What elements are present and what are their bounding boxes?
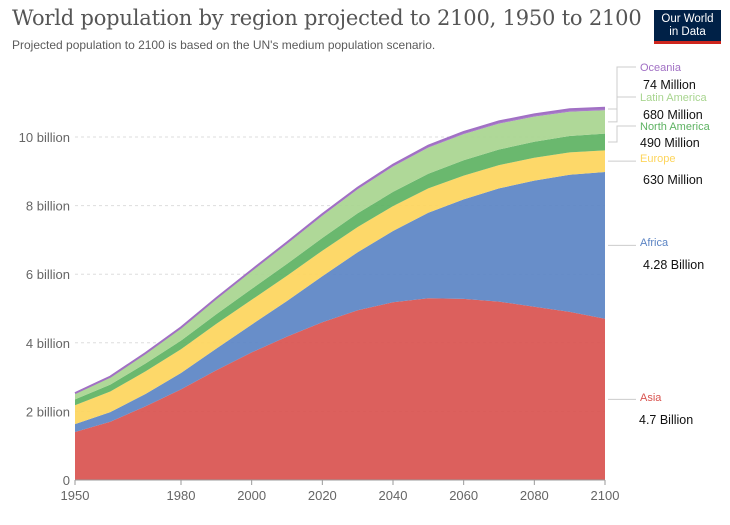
label-connector-oceania: [608, 66, 636, 110]
series-label-north-america: North America: [640, 121, 711, 133]
series-value-latin-america: 680 Million: [643, 108, 703, 122]
y-tick-label: 2 billion: [26, 404, 70, 419]
logo-line-1: Our World: [661, 13, 714, 25]
logo-accent-bar: [654, 41, 721, 44]
series-value-europe: 630 Million: [643, 173, 703, 187]
x-tick-label: 1950: [61, 488, 90, 503]
series-value-oceania: 74 Million: [643, 78, 696, 92]
chart-title: World population by region projected to …: [12, 6, 642, 30]
y-tick-label: 0: [63, 473, 70, 488]
series-label-asia: Asia: [640, 392, 662, 404]
label-connector-north-america: [608, 125, 636, 143]
x-tick-label: 2020: [308, 488, 337, 503]
area-asia: [75, 298, 605, 480]
line-oceania-top: [74, 106, 606, 395]
area-latin-america: [75, 110, 605, 400]
area-africa: [75, 172, 605, 432]
y-tick-label: 4 billion: [26, 336, 70, 351]
area-europe: [75, 150, 605, 425]
y-tick-label: 8 billion: [26, 199, 70, 214]
logo-line-2: in Data: [669, 26, 706, 38]
y-tick-label: 6 billion: [26, 267, 70, 282]
x-tick-label: 2080: [520, 488, 549, 503]
x-tick-label: 2040: [379, 488, 408, 503]
x-tick-label: 2100: [591, 488, 620, 503]
x-tick-label: 2000: [237, 488, 266, 503]
area-north-america: [75, 133, 605, 406]
series-label-latin-america: Latin America: [640, 92, 708, 104]
series-label-oceania: Oceania: [640, 62, 682, 74]
series-label-africa: Africa: [640, 237, 669, 249]
x-tick-label: 2060: [449, 488, 478, 503]
chart-subtitle: Projected population to 2100 is based on…: [12, 38, 436, 52]
series-label-europe: Europe: [640, 153, 675, 165]
x-tick-label: 1980: [167, 488, 196, 503]
series-value-africa: 4.28 Billion: [643, 258, 704, 272]
y-tick-label: 10 billion: [19, 130, 70, 145]
series-value-north-america: 490 Million: [640, 136, 700, 150]
series-value-asia: 4.7 Billion: [639, 413, 693, 427]
owid-logo[interactable]: Our World in Data: [654, 10, 721, 44]
